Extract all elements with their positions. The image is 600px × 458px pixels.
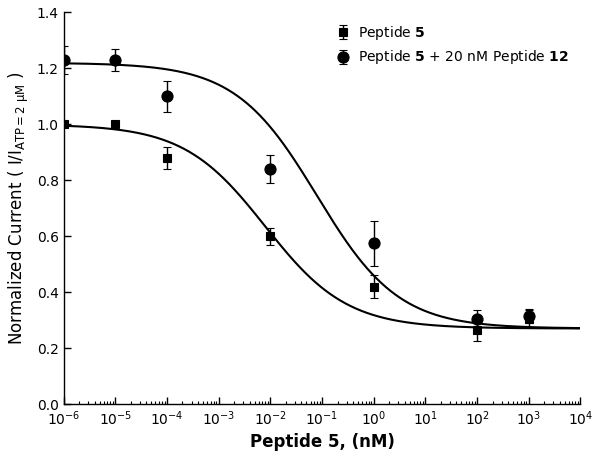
Y-axis label: Normalized Current ( I/I$_{\rm ATP = 2\ \mu M}$ ): Normalized Current ( I/I$_{\rm ATP = 2\ … (7, 71, 31, 345)
X-axis label: Peptide 5, (nM): Peptide 5, (nM) (250, 433, 394, 451)
Legend: Peptide $\mathbf{5}$, Peptide $\mathbf{5}$ + 20 nM Peptide $\mathbf{12}$: Peptide $\mathbf{5}$, Peptide $\mathbf{5… (331, 19, 574, 71)
